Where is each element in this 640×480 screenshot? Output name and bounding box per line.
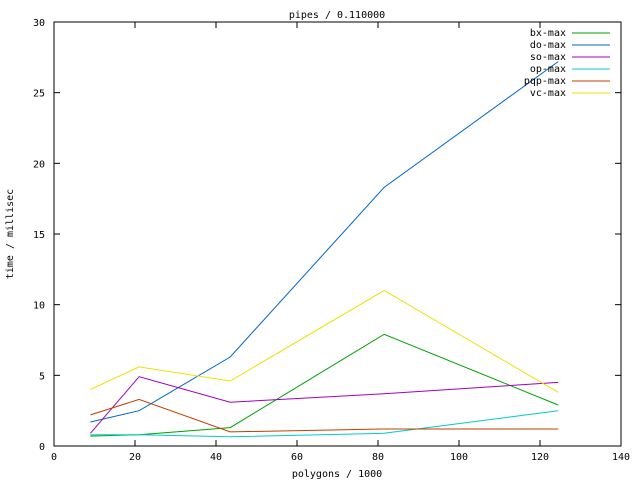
y-tick-label: 5 <box>39 371 45 382</box>
series-line-bx-max <box>90 333 559 437</box>
series-lines <box>90 61 559 438</box>
y-axis-ticks: 0 5 10 15 20 25 30 <box>33 18 621 453</box>
legend-label: op-max <box>530 64 566 75</box>
y-tick-label: 25 <box>33 89 45 100</box>
legend-label: pqp-max <box>524 76 566 87</box>
series-line-op-max <box>90 410 559 438</box>
x-axis-ticks: 0 20 40 60 80 100 120 140 <box>51 22 630 463</box>
x-tick-label: 100 <box>450 452 468 463</box>
y-tick-label: 15 <box>33 230 45 241</box>
y-tick-label: 0 <box>39 442 45 453</box>
x-tick-label: 40 <box>210 452 222 463</box>
y-tick-label: 10 <box>33 301 45 312</box>
x-tick-label: 120 <box>531 452 549 463</box>
y-axis-label: time / millisec <box>5 189 16 279</box>
x-axis-label: polygons / 1000 <box>292 469 382 480</box>
x-tick-label: 20 <box>129 452 141 463</box>
series-line-vc-max <box>90 289 559 393</box>
legend-label: bx-max <box>530 28 566 39</box>
chart-title: pipes / 0.110000 <box>289 10 385 21</box>
x-tick-label: 140 <box>612 452 630 463</box>
series-line-do-max <box>90 61 559 423</box>
legend-label: vc-max <box>530 88 566 99</box>
series-line-so-max <box>90 376 559 434</box>
x-tick-label: 80 <box>372 452 384 463</box>
series-line-pqp-max <box>90 398 559 433</box>
y-tick-label: 30 <box>33 18 45 29</box>
y-tick-label: 20 <box>33 159 45 170</box>
x-tick-label: 0 <box>51 452 57 463</box>
legend-label: do-max <box>530 40 566 51</box>
x-tick-label: 60 <box>291 452 303 463</box>
legend-label: so-max <box>530 52 566 63</box>
